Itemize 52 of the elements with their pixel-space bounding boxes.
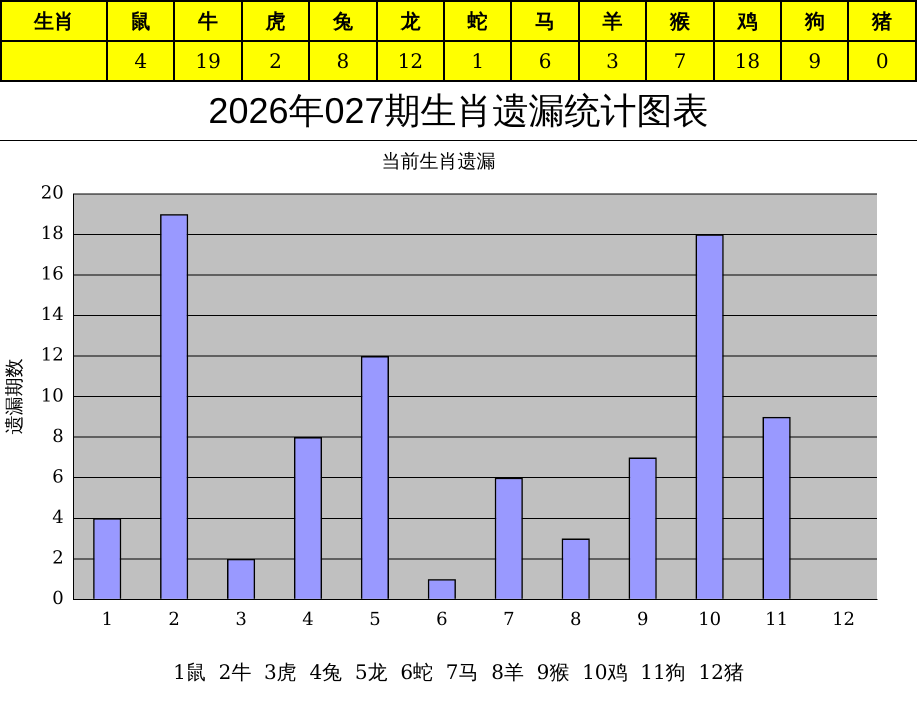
data-label: 6	[511, 41, 579, 81]
x-tick-label: 9	[636, 608, 648, 630]
category-label: 马	[511, 1, 579, 41]
y-tick-label: 10	[40, 385, 64, 406]
x-tick-label: 4	[302, 608, 314, 630]
x-tick-label: 10	[698, 608, 722, 630]
data-label: 19	[174, 41, 242, 81]
category-label: 猪	[848, 1, 916, 41]
category-label: 狗	[781, 1, 848, 41]
data-label: 9	[781, 41, 848, 81]
y-tick-label: 14	[40, 304, 64, 326]
text: 1鼠 2牛 3虎 4兔 5龙 6蛇 7马 8羊 9猴 10鸡 11狗 12猪	[172, 659, 745, 686]
y-tick-label: 18	[40, 223, 64, 244]
data-label: 7	[646, 41, 714, 81]
x-tick-label: 1	[101, 608, 113, 630]
x-tick-label: 11	[765, 608, 788, 630]
y-axis-title: 遗漏期数	[3, 358, 26, 435]
category-label: 鼠	[107, 1, 174, 41]
data-label: 18	[714, 41, 782, 81]
category-label: 兔	[309, 1, 377, 41]
y-tick-label: 2	[52, 548, 64, 569]
category-label: 猴	[646, 1, 714, 41]
data-label: 1	[444, 41, 512, 81]
x-tick-label: 7	[503, 608, 515, 630]
y-tick-label: 16	[40, 264, 64, 285]
text: 生肖	[1, 1, 107, 41]
data-label: 12	[376, 41, 444, 81]
x-tick-label: 3	[235, 608, 247, 630]
category-label: 羊	[578, 1, 646, 41]
x-tick-label: 2	[168, 608, 180, 630]
chart-subtitle: 当前生肖遗漏	[382, 150, 496, 172]
category-label: 蛇	[444, 1, 512, 41]
y-tick-label: 4	[52, 506, 64, 528]
y-tick-label: 20	[40, 182, 64, 204]
x-tick-label: 8	[570, 608, 582, 630]
data-label: 2	[242, 41, 310, 81]
y-tick-label: 0	[52, 588, 64, 610]
x-tick-label: 6	[436, 608, 448, 630]
y-tick-label: 8	[52, 426, 64, 447]
chart-title: 2026年027期生肖遗漏统计图表	[0, 82, 917, 141]
y-tick-label: 12	[40, 344, 64, 366]
data-label: 3	[578, 41, 646, 81]
category-label: 龙	[376, 1, 444, 41]
x-tick-label: 5	[369, 608, 381, 630]
category-label: 鸡	[714, 1, 782, 41]
x-tick-label: 12	[832, 608, 855, 630]
y-tick-label: 6	[52, 466, 64, 488]
data-label: 8	[309, 41, 377, 81]
data-label: 4	[107, 41, 174, 81]
category-label: 虎	[242, 1, 310, 41]
category-label: 牛	[174, 1, 242, 41]
data-label: 0	[848, 41, 916, 81]
